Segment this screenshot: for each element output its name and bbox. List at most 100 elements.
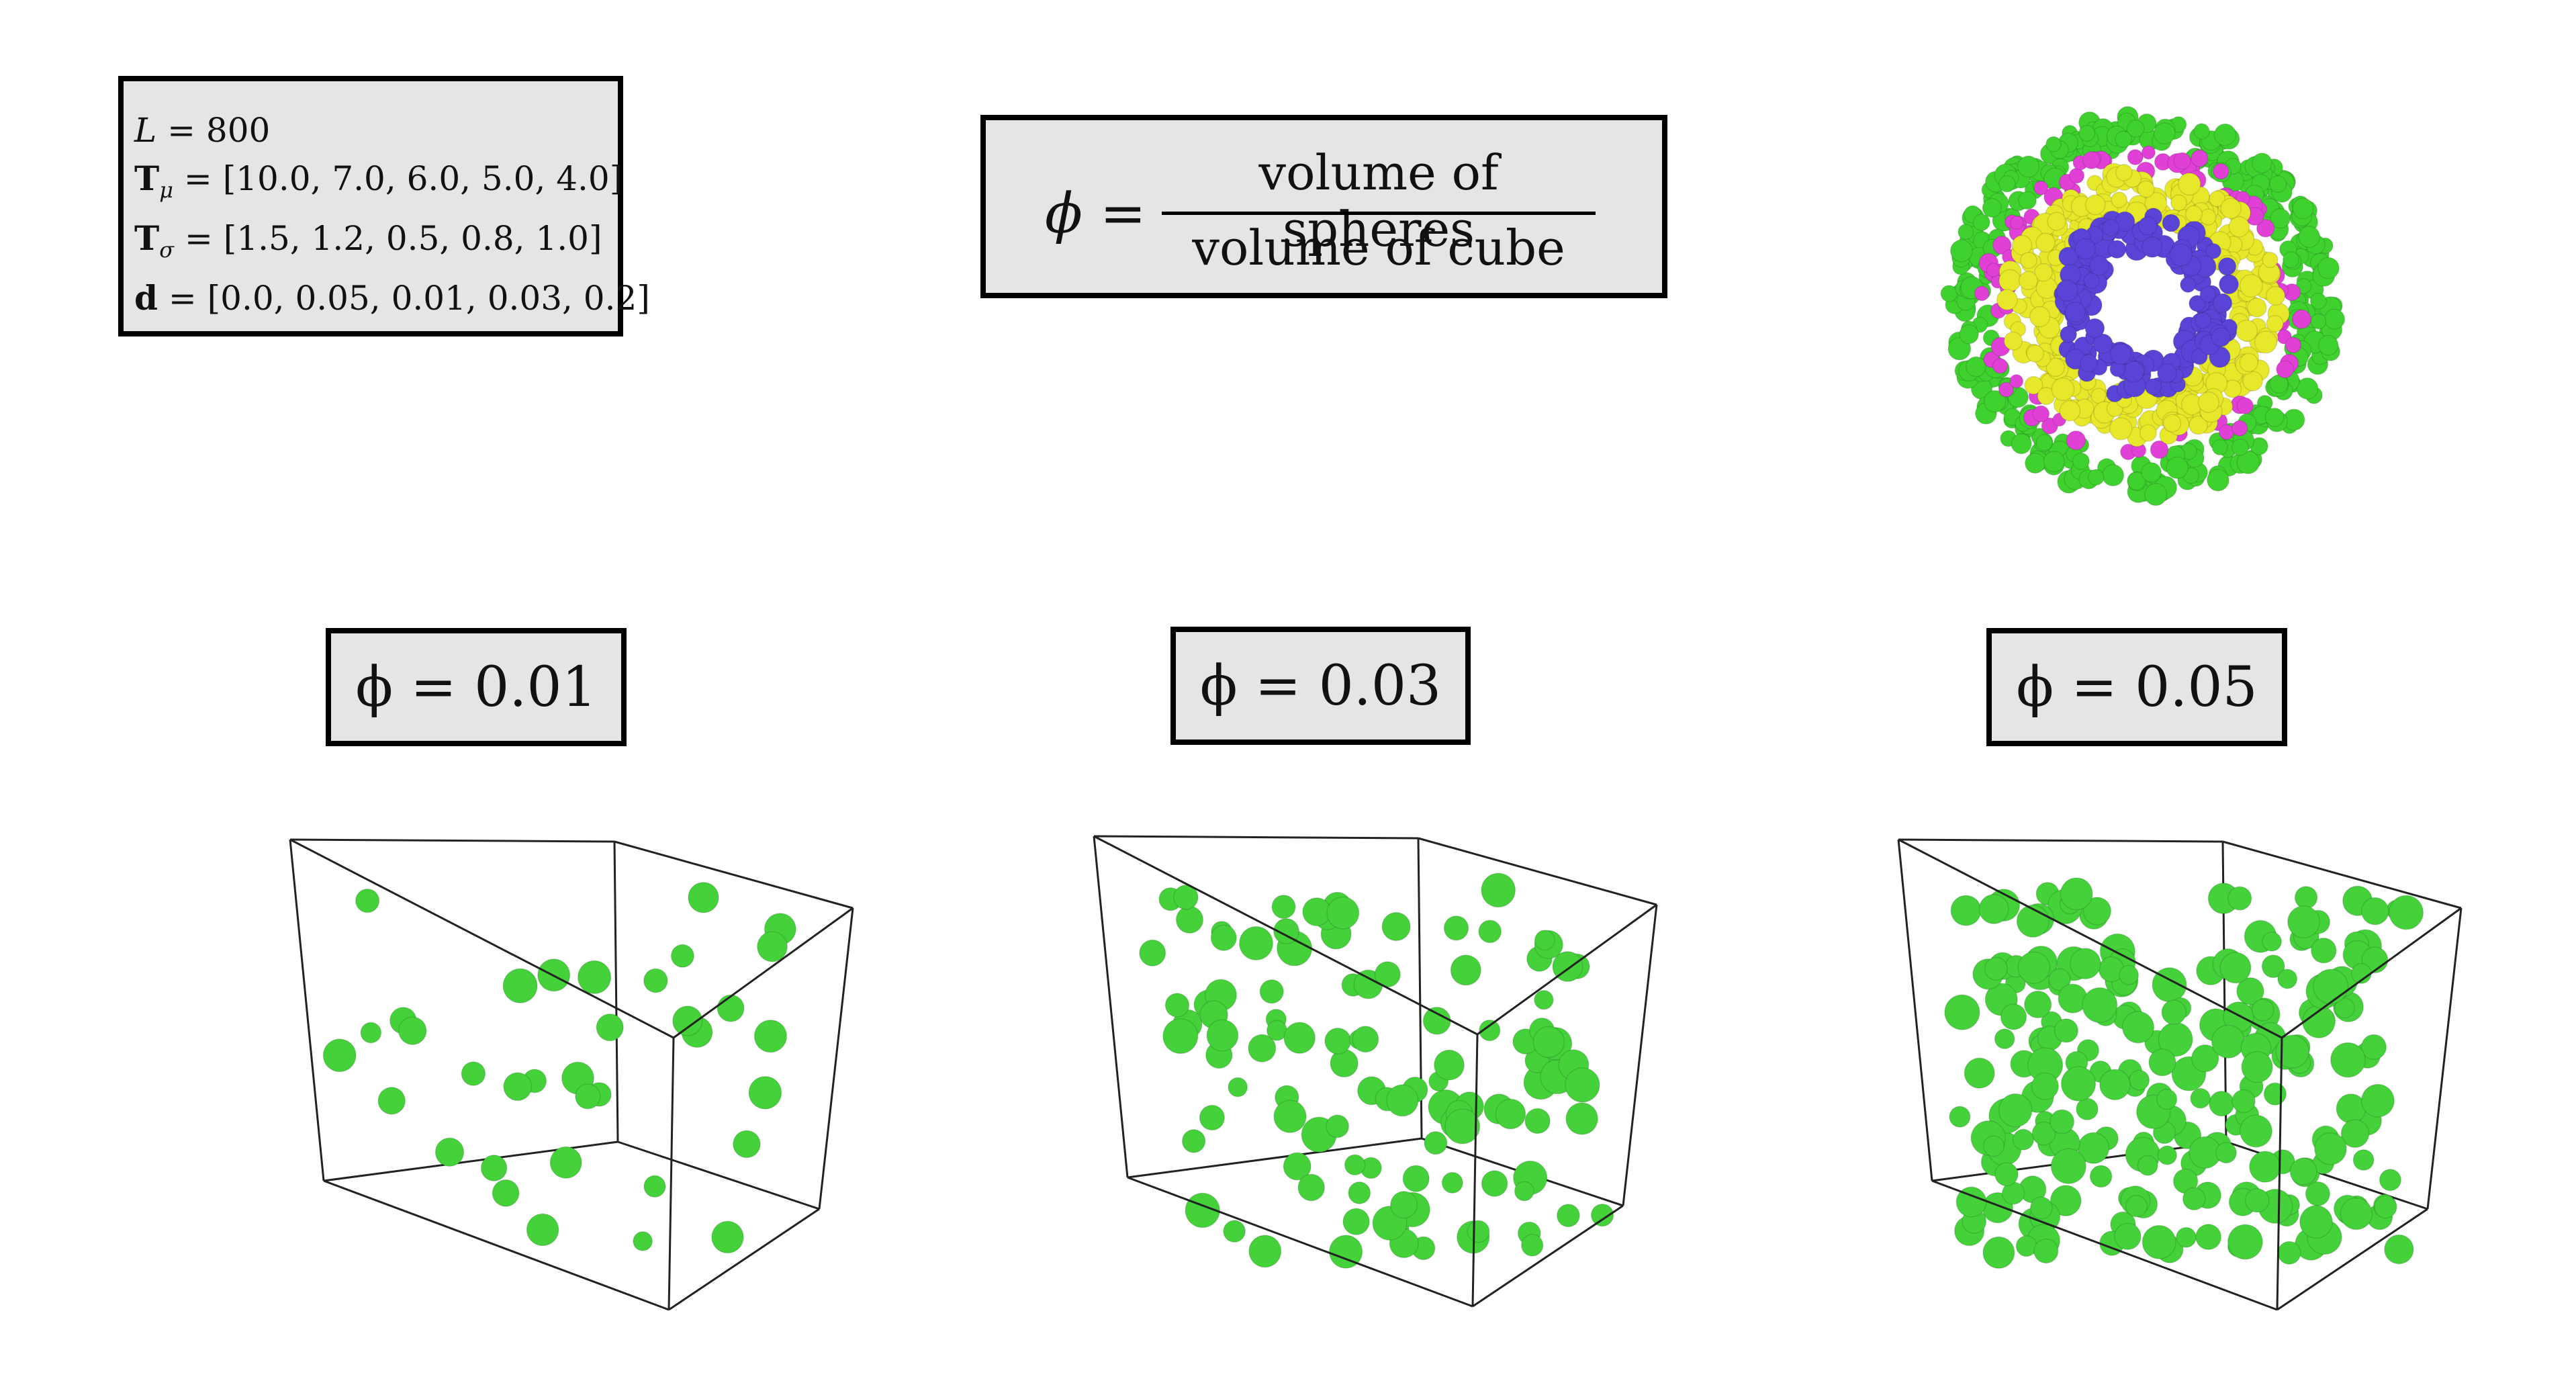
sphere xyxy=(1978,893,2009,925)
sphere xyxy=(2033,1238,2059,1264)
sphere xyxy=(1228,1077,1248,1097)
ring-sphere xyxy=(2126,120,2145,138)
sphere xyxy=(2360,897,2389,926)
ring-sphere xyxy=(2211,327,2231,347)
ring-sphere xyxy=(2033,180,2049,195)
cube-edge xyxy=(1622,904,1658,1206)
sphere xyxy=(1433,1049,1465,1081)
ring-sphere xyxy=(2009,374,2024,389)
sphere xyxy=(2275,1034,2309,1069)
ring-sphere xyxy=(2092,333,2113,354)
ring-sphere xyxy=(2107,240,2127,259)
cube-phi-0-01 xyxy=(289,838,854,1311)
sphere xyxy=(1422,1006,1451,1035)
sphere xyxy=(1324,1027,1352,1055)
sphere xyxy=(502,968,538,1003)
ring-sphere xyxy=(2035,232,2056,253)
sphere xyxy=(670,944,695,968)
sphere xyxy=(2239,1114,2273,1148)
sphere xyxy=(1534,930,1555,951)
ring-sphere xyxy=(2228,216,2250,238)
ring-sphere xyxy=(2137,180,2155,198)
sphere xyxy=(480,1155,508,1181)
ring-sphere xyxy=(2269,175,2287,193)
sphere xyxy=(2211,1024,2246,1059)
sphere xyxy=(1443,915,1469,941)
ring-sphere xyxy=(2072,452,2090,470)
ring-sphere xyxy=(2317,257,2340,279)
ring-sphere xyxy=(2231,438,2249,456)
sphere xyxy=(1175,905,1204,934)
cube-edge xyxy=(617,1140,820,1210)
ring-sphere xyxy=(2064,301,2086,323)
cube-edge xyxy=(2426,907,2463,1210)
sphere xyxy=(1444,1108,1481,1145)
ring-sphere xyxy=(2276,360,2295,379)
sphere xyxy=(1478,920,1502,944)
sphere xyxy=(377,1087,406,1115)
sphere xyxy=(1402,1165,1430,1192)
parameters-box: L = 800 Tμ = [10.0, 7.0, 6.0, 5.0, 4.0] … xyxy=(118,76,650,337)
cube-edge xyxy=(1093,836,1129,1178)
ring-sphere xyxy=(1998,269,2021,292)
sphere xyxy=(1139,939,1166,967)
sphere xyxy=(2082,897,2112,926)
ring-sphere xyxy=(2173,152,2191,170)
sphere xyxy=(1173,885,1199,910)
ring-sphere xyxy=(2265,285,2286,306)
sphere xyxy=(2191,1044,2219,1073)
ring-sphere xyxy=(2156,363,2177,384)
sphere xyxy=(1534,989,1554,1010)
cube-edge xyxy=(289,838,674,1039)
sphere xyxy=(1520,1234,1544,1257)
sphere xyxy=(2017,951,2051,985)
sphere xyxy=(1998,1093,2033,1128)
sphere xyxy=(2232,1089,2256,1114)
sphere xyxy=(1949,1106,1971,1128)
sphere xyxy=(2215,1142,2238,1164)
ring-sphere xyxy=(2144,483,2168,506)
ring-sphere xyxy=(2193,123,2210,140)
ring-sphere xyxy=(2239,353,2259,373)
sphere xyxy=(2360,1034,2387,1061)
cube-edge xyxy=(1127,1137,1422,1179)
cube-edge xyxy=(2276,1208,2428,1311)
sphere xyxy=(1556,1204,1580,1228)
sphere xyxy=(1238,926,1274,961)
sphere xyxy=(2310,937,2337,964)
sphere xyxy=(2251,998,2274,1022)
ring-sphere xyxy=(2292,197,2314,220)
ring-sphere xyxy=(2137,216,2158,236)
ring-sphere xyxy=(2296,377,2319,400)
ring-sphere xyxy=(2247,298,2267,318)
sphere xyxy=(1164,993,1190,1018)
sphere xyxy=(2157,1145,2178,1165)
sphere xyxy=(2050,1109,2075,1134)
ring-sphere xyxy=(1986,263,2001,277)
sphere xyxy=(1326,896,1360,930)
sphere xyxy=(2219,952,2252,984)
ring-sphere xyxy=(2068,167,2085,184)
ring-sphere xyxy=(2047,212,2066,231)
sphere xyxy=(1248,1235,1282,1268)
sphere xyxy=(2227,886,2252,911)
sphere xyxy=(2299,1205,2333,1239)
cube-edge xyxy=(289,839,325,1181)
ring-sphere xyxy=(1992,235,2012,255)
cube-edge xyxy=(818,907,854,1210)
ring-sphere xyxy=(2232,420,2248,437)
ring-sphere xyxy=(2139,424,2157,442)
cube-edge xyxy=(289,838,615,843)
sphere xyxy=(1283,1022,1316,1055)
sphere xyxy=(2277,1241,2301,1265)
sphere xyxy=(2031,1121,2056,1146)
ring-sphere xyxy=(2142,236,2163,258)
sphere xyxy=(2227,1224,2263,1260)
sphere xyxy=(2125,1195,2148,1218)
sphere xyxy=(2119,965,2140,985)
ring-sphere xyxy=(2032,405,2050,423)
cube-edge xyxy=(1418,837,1657,906)
ring-sphere xyxy=(2018,271,2038,291)
ring-sphere xyxy=(2020,251,2037,269)
sphere xyxy=(1297,1173,1326,1202)
